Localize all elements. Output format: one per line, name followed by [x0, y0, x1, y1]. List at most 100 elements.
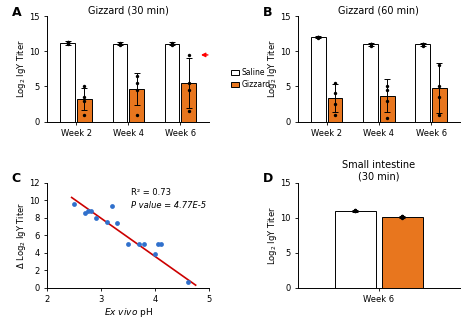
Point [419, 43, 427, 48]
Point [383, 98, 391, 103]
Point [352, 207, 359, 213]
Point [436, 112, 443, 117]
Text: B: B [263, 6, 272, 19]
Point [64, 40, 72, 45]
Point [168, 40, 176, 45]
Point [367, 41, 374, 46]
Bar [77, 99, 92, 122]
Point [436, 63, 443, 68]
Y-axis label: Δ Log$_2$ IgY Titer: Δ Log$_2$ IgY Titer [15, 201, 28, 269]
Point [125, 241, 132, 247]
Legend: Saline, Small intestine: Saline, Small intestine [472, 246, 474, 273]
Point [399, 214, 406, 219]
Point [436, 84, 443, 89]
X-axis label: $\it{Ex\ vivo}$ pH: $\it{Ex\ vivo}$ pH [104, 306, 153, 319]
Bar [382, 217, 423, 288]
Point [315, 35, 322, 40]
Point [168, 41, 176, 46]
Point [185, 87, 192, 93]
Bar [61, 43, 75, 122]
Point [185, 109, 192, 114]
Bar [335, 211, 376, 288]
Bar [311, 37, 326, 122]
Point [133, 73, 140, 78]
Y-axis label: Log$_2$ IgY Titer: Log$_2$ IgY Titer [265, 206, 279, 265]
Title: Gizzard (30 min): Gizzard (30 min) [88, 6, 169, 16]
Point [135, 241, 143, 247]
Point [315, 34, 322, 39]
Text: R² = 0.73: R² = 0.73 [131, 188, 172, 197]
Point [87, 209, 94, 214]
Title: Small intestine
(30 min): Small intestine (30 min) [342, 160, 416, 182]
Point [383, 87, 391, 93]
Legend: Saline, Gizzard: Saline, Gizzard [229, 66, 273, 92]
Point [184, 279, 191, 284]
Point [168, 41, 176, 46]
Bar [380, 95, 394, 122]
Bar [432, 88, 447, 122]
Point [168, 43, 176, 48]
Point [92, 215, 100, 220]
Title: Gizzard (60 min): Gizzard (60 min) [338, 6, 419, 16]
Text: C: C [12, 172, 21, 185]
Y-axis label: Log$_2$ IgY Titer: Log$_2$ IgY Titer [265, 40, 279, 98]
Point [331, 91, 339, 96]
Point [108, 204, 116, 209]
Point [81, 84, 88, 89]
Y-axis label: Log$_2$ IgY Titer: Log$_2$ IgY Titer [15, 40, 28, 98]
Point [116, 40, 124, 45]
Point [81, 95, 88, 100]
Point [331, 112, 339, 117]
Point [383, 84, 391, 89]
Point [185, 80, 192, 86]
Bar [363, 44, 378, 122]
Point [151, 251, 159, 256]
Point [419, 42, 427, 47]
Point [64, 40, 72, 45]
Point [331, 80, 339, 86]
Point [114, 220, 121, 226]
Point [84, 208, 91, 213]
Point [116, 43, 124, 48]
Point [116, 41, 124, 46]
Point [367, 42, 374, 47]
Point [185, 52, 192, 58]
Point [133, 112, 140, 117]
Point [157, 241, 164, 247]
Point [399, 214, 406, 219]
Point [399, 216, 406, 221]
Bar [415, 44, 430, 122]
Point [331, 101, 339, 107]
Point [133, 80, 140, 86]
Point [81, 112, 88, 117]
Point [82, 211, 89, 216]
Point [315, 35, 322, 40]
Text: A: A [12, 6, 21, 19]
Point [116, 41, 124, 46]
Point [64, 39, 72, 44]
Point [367, 42, 374, 47]
Bar [129, 89, 144, 122]
Bar [165, 44, 179, 122]
Text: P value = 4.77E-5: P value = 4.77E-5 [131, 201, 207, 211]
Point [352, 207, 359, 213]
Point [352, 209, 359, 214]
Point [419, 42, 427, 47]
Point [399, 214, 406, 219]
Point [64, 42, 72, 47]
Point [81, 98, 88, 103]
Point [71, 202, 78, 207]
Bar [113, 44, 127, 122]
Bar [182, 83, 196, 122]
Point [133, 87, 140, 93]
Bar [328, 98, 342, 122]
Point [383, 115, 391, 121]
Text: D: D [263, 172, 273, 185]
Point [141, 241, 148, 247]
Point [367, 43, 374, 48]
Point [154, 241, 162, 247]
Point [315, 35, 322, 41]
Point [436, 95, 443, 100]
Point [419, 41, 427, 46]
Point [103, 219, 110, 225]
